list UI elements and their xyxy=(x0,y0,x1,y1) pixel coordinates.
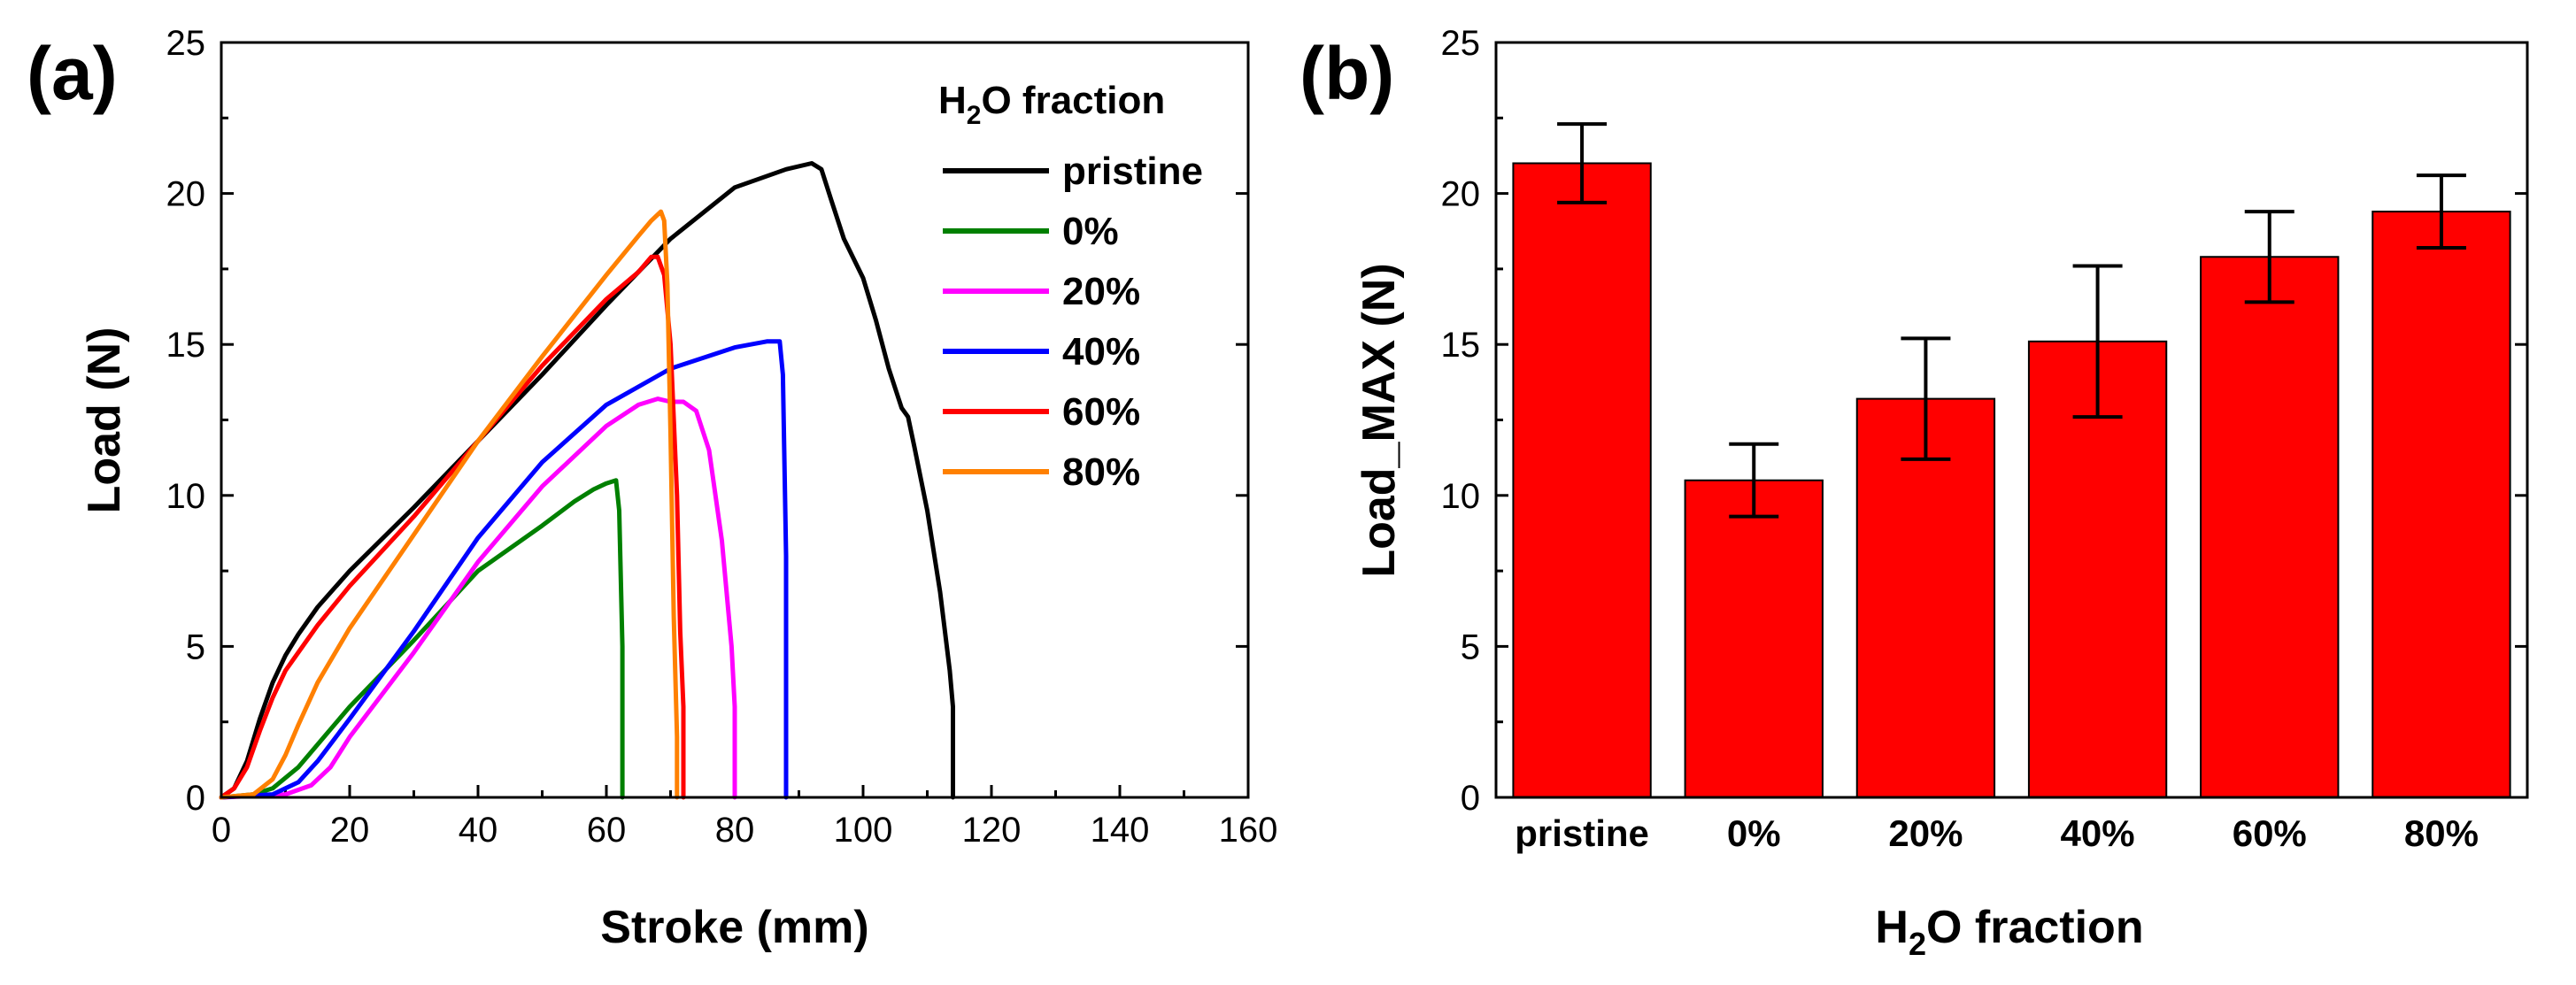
legend-entries: pristine 0% 20% 40% 60% 80% xyxy=(943,150,1203,494)
bar-20pct xyxy=(1855,397,1996,798)
panel-a-label: (a) xyxy=(27,32,118,115)
bar-pristine xyxy=(1512,162,1652,799)
x-tick-label: 80 xyxy=(715,811,755,850)
y-tick-label: 5 xyxy=(1461,627,1480,666)
y-tick-label: 10 xyxy=(166,477,206,516)
y-tick-label: 10 xyxy=(1441,477,1481,516)
panel-b-plot-frame xyxy=(1494,41,2529,799)
x-category-label: 60% xyxy=(2233,812,2307,854)
legend-title-rest: O fraction xyxy=(981,79,1165,122)
legend-label: 80% xyxy=(1062,450,1140,494)
series-line-pristine xyxy=(219,161,955,800)
y-tick-label: 25 xyxy=(1441,24,1481,63)
y-tick-label: 20 xyxy=(1441,175,1481,214)
x-category-label: 20% xyxy=(1888,812,1963,854)
y-tick-label: 15 xyxy=(166,326,206,365)
series-line-80pct xyxy=(219,209,680,800)
legend-title-subscript: 2 xyxy=(967,101,982,130)
legend-label: 20% xyxy=(1062,270,1140,313)
legend-label: 60% xyxy=(1062,390,1140,434)
series-line-0pct xyxy=(219,478,625,800)
y-tick-label: 25 xyxy=(166,24,206,63)
bar-80pct xyxy=(2372,211,2511,798)
panel-b-x-axis-title: H2O fraction xyxy=(1875,902,2143,962)
legend-title-h: H xyxy=(938,79,967,122)
x-category-label: pristine xyxy=(1515,812,1649,854)
panel-a-y-axis-title: Load (N) xyxy=(79,327,130,514)
x-tick-label: 40 xyxy=(459,811,498,850)
x-tick-label: 60 xyxy=(587,811,627,850)
y-tick-label: 20 xyxy=(166,175,206,214)
x-title-h: H xyxy=(1875,902,1909,953)
panel-a-legend: H2O fraction pristine 0% 20% 40% 60% 80% xyxy=(938,79,1203,494)
panel-a-plot-frame xyxy=(220,41,1250,799)
y-tick-label: 0 xyxy=(186,779,205,818)
x-tick-label: 20 xyxy=(330,811,370,850)
y-tick-label: 0 xyxy=(1461,779,1480,818)
x-tick-label: 140 xyxy=(1091,811,1150,850)
legend-label: 0% xyxy=(1062,210,1119,253)
panel-a: (a) 0 20 40 60 80 100 120 140 160 0 5 10 15 20 25 Stro… xyxy=(27,24,1277,953)
series-line-40pct xyxy=(219,339,789,800)
x-tick-label: 0 xyxy=(212,811,231,850)
panel-a-axis-ticks: 0 20 40 60 80 100 120 140 160 0 5 10 15 20 25 xyxy=(166,24,1278,850)
y-tick-label: 5 xyxy=(186,627,205,666)
series-line-60pct xyxy=(219,254,686,800)
panel-a-series xyxy=(219,161,955,800)
legend-label: 40% xyxy=(1062,330,1140,373)
x-category-label: 80% xyxy=(2404,812,2479,854)
x-category-label: 0% xyxy=(1727,812,1781,854)
x-tick-label: 160 xyxy=(1219,811,1278,850)
bar-0pct xyxy=(1684,479,1824,798)
panel-b: (b) 0 5 10 15 20 25 pristine 0% 20% 40% 60% 80% H2O… xyxy=(1300,24,2529,962)
x-tick-label: 100 xyxy=(834,811,893,850)
x-title-rest: O fraction xyxy=(1926,902,2144,953)
legend-label: pristine xyxy=(1062,150,1203,193)
panel-b-y-axis-title: Load_MAX (N) xyxy=(1354,263,1405,577)
panel-b-label: (b) xyxy=(1300,32,1394,115)
legend-title: H2O fraction xyxy=(938,79,1165,130)
x-title-subscript: 2 xyxy=(1909,926,1926,962)
x-tick-label: 120 xyxy=(962,811,1022,850)
panel-a-x-axis-title: Stroke (mm) xyxy=(600,902,868,953)
bar-60pct xyxy=(2200,256,2340,798)
y-tick-label: 15 xyxy=(1441,326,1481,365)
panel-b-bars xyxy=(1512,122,2511,799)
series-line-20pct xyxy=(219,396,737,800)
x-category-label: 40% xyxy=(2061,812,2135,854)
